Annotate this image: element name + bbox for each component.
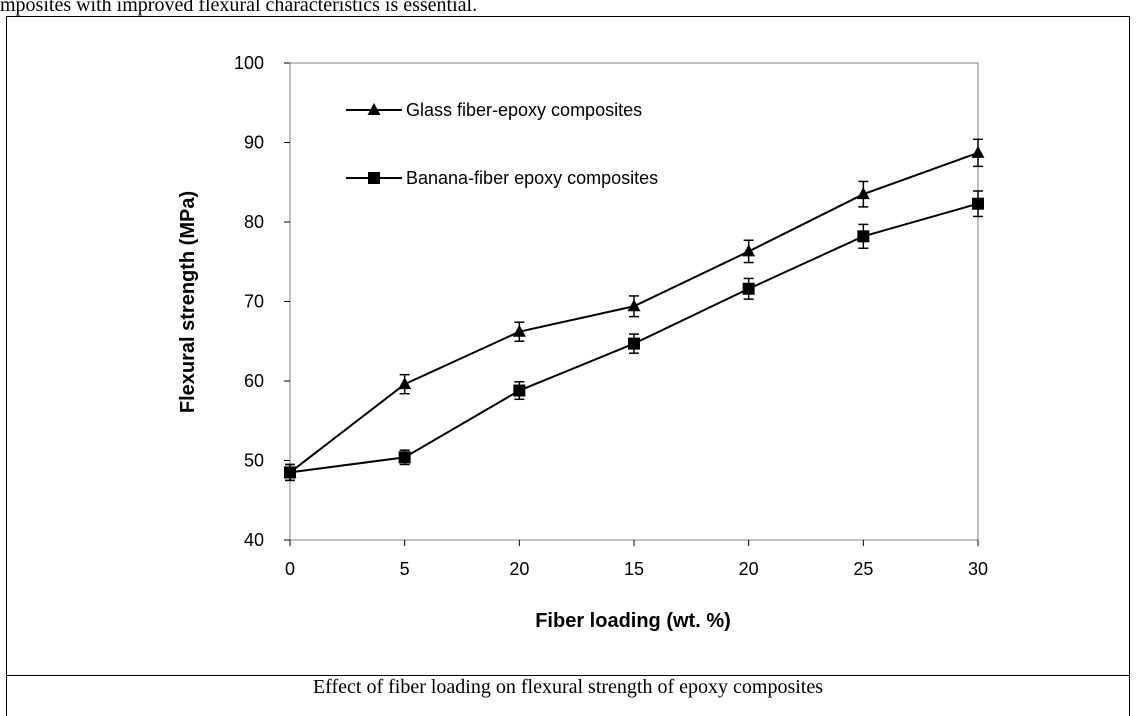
data-point-banana: [398, 451, 411, 464]
x-tick-label: 15: [624, 559, 644, 579]
x-tick-label: 5: [400, 559, 410, 579]
data-point-glass: [856, 187, 870, 200]
series-layer: [283, 138, 985, 482]
legend-item-banana: Banana-fiber epoxy composites: [346, 168, 658, 188]
legend: Glass fiber-epoxy composites Banana-fiber…: [346, 100, 658, 188]
y-tick-label: 40: [244, 530, 264, 550]
y-tick-label: 80: [244, 212, 264, 232]
data-point-glass: [627, 299, 641, 312]
y-tick-label: 60: [244, 371, 264, 391]
x-axis: 0 5 20 15 20 25 30: [285, 540, 988, 579]
figure-frame: [6, 16, 1130, 716]
x-axis-title: Fiber loading (wt. %): [535, 610, 731, 632]
top-text: mposites with improved flexural characte…: [0, 0, 478, 16]
x-tick-label: 25: [853, 559, 873, 579]
y-tick-label: 90: [244, 133, 264, 153]
x-tick-label: 0: [285, 559, 295, 579]
data-point-banana: [284, 466, 296, 479]
y-axis-title: Flexural strength (MPa): [177, 191, 199, 413]
x-tick-label: 20: [739, 559, 759, 579]
series-banana: [284, 190, 984, 482]
legend-label: Glass fiber-epoxy composites: [406, 100, 642, 120]
data-point-banana: [742, 282, 755, 295]
data-point-banana: [628, 337, 640, 350]
legend-label: Banana-fiber epoxy composites: [406, 168, 658, 188]
data-point-banana: [513, 384, 526, 397]
y-axis: 40 50 60 70 80 90 100: [234, 53, 290, 550]
data-point-banana: [857, 230, 870, 243]
legend-item-glass: Glass fiber-epoxy composites: [346, 100, 642, 120]
caption-divider: [6, 675, 1130, 676]
data-point-glass: [398, 377, 412, 390]
y-tick-label: 100: [234, 53, 264, 73]
legend-marker-glass: [367, 103, 381, 115]
series-glass: [283, 138, 985, 482]
y-tick-label: 70: [244, 292, 264, 312]
data-point-glass: [512, 324, 526, 337]
x-tick-label: 30: [968, 559, 988, 579]
figure-caption: Effect of fiber loading on flexural stre…: [312, 676, 824, 698]
x-tick-label: 20: [509, 559, 529, 579]
legend-marker-banana: [368, 172, 380, 184]
data-point-banana: [972, 197, 984, 210]
y-tick-label: 50: [244, 451, 264, 471]
data-point-glass: [742, 244, 756, 257]
data-point-glass: [971, 145, 985, 158]
